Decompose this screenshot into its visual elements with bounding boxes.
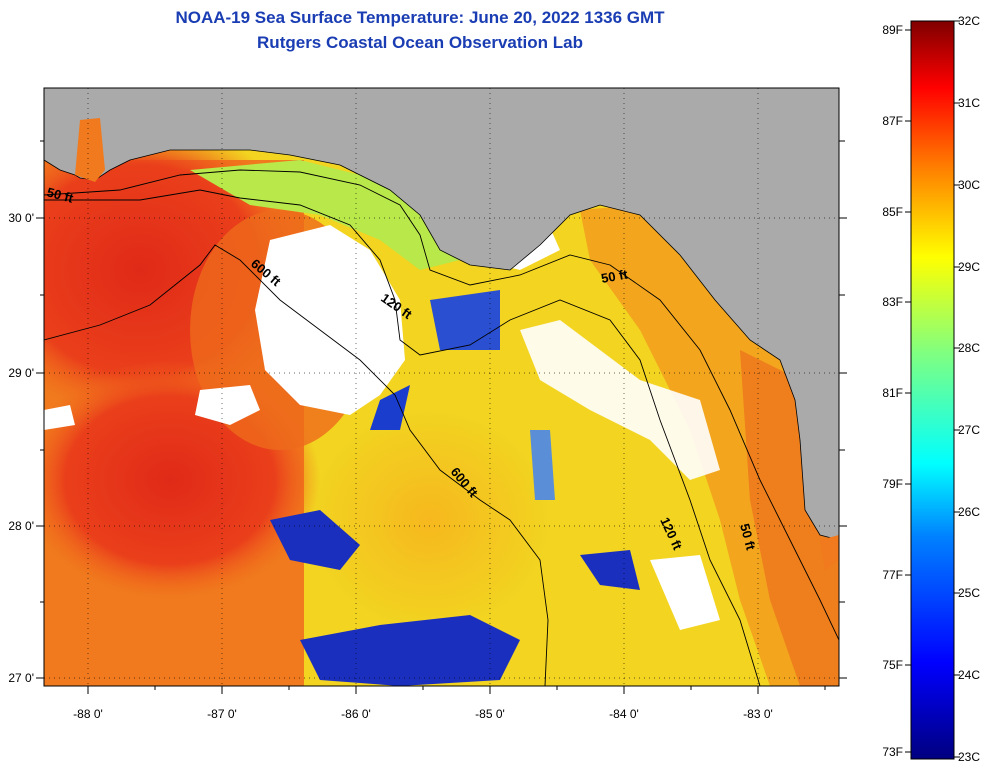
lon-label: -85 0' (475, 707, 505, 721)
cold-patch (270, 510, 360, 570)
lon-label: -83 0' (743, 707, 773, 721)
bay-inlet (820, 535, 839, 570)
contour-label: 50 ft (45, 184, 75, 206)
cold-patch (300, 615, 520, 686)
contour-label: 50 ft (737, 522, 759, 552)
lat-label: 30 0' (8, 211, 34, 225)
colorbar-fahrenheit-labels: 89F 87F 85F 83F 81F 79F 77F 75F 73F (882, 23, 903, 759)
bay-inlet (75, 118, 105, 182)
colorbar (910, 20, 955, 760)
cb-c-label: 32C (958, 14, 980, 28)
contour-50ft (44, 169, 839, 641)
lon-label: -86 0' (341, 707, 371, 721)
cb-f-label: 73F (882, 745, 903, 759)
cold-patch (430, 290, 500, 350)
contour-120ft (44, 189, 761, 686)
colorbar-ticks (905, 20, 960, 758)
cb-f-label: 79F (882, 477, 903, 491)
lat-label: 28 0' (8, 519, 34, 533)
mid-patch (310, 410, 550, 630)
cb-c-label: 23C (958, 750, 980, 764)
cloud-mask (195, 385, 260, 425)
axis-ticks (36, 140, 847, 694)
cb-c-label: 24C (958, 668, 980, 682)
bathymetry-contours (44, 169, 839, 686)
colorbar-celsius-labels: 32C 31C 30C 29C 28C 27C 26C 25C 24C 23C (958, 14, 980, 764)
lat-label: 29 0' (8, 366, 34, 380)
cb-c-label: 29C (958, 260, 980, 274)
contour-label: 50 ft (600, 266, 630, 286)
cb-c-label: 25C (958, 586, 980, 600)
cb-c-label: 28C (958, 341, 980, 355)
cloud-mask (44, 405, 75, 430)
plot-frame (43, 87, 840, 687)
cb-f-label: 77F (882, 568, 903, 582)
cb-f-label: 87F (882, 114, 903, 128)
cb-c-label: 27C (958, 423, 980, 437)
cb-c-label: 30C (958, 178, 980, 192)
lat-axis-labels: 30 0' 29 0' 28 0' 27 0' (8, 211, 34, 685)
map-title: NOAA-19 Sea Surface Temperature: June 20… (175, 8, 665, 27)
cold-patch (530, 430, 555, 500)
cloud-mask (650, 555, 720, 630)
cb-c-label: 31C (958, 96, 980, 110)
lon-label: -84 0' (609, 707, 639, 721)
cb-f-label: 81F (882, 386, 903, 400)
sst-field (44, 88, 839, 686)
lat-label: 27 0' (8, 671, 34, 685)
cb-c-label: 26C (958, 505, 980, 519)
cold-patch (370, 385, 410, 430)
cloud-mask (520, 320, 720, 480)
map-subtitle: Rutgers Coastal Ocean Observation Lab (257, 33, 583, 52)
lon-label: -87 0' (207, 707, 237, 721)
contour-600ft (44, 244, 549, 686)
lon-label: -88 0' (73, 707, 103, 721)
cb-f-label: 83F (882, 295, 903, 309)
lon-axis-labels: -88 0' -87 0' -86 0' -85 0' -84 0' -83 0… (73, 707, 773, 721)
cb-f-label: 89F (882, 23, 903, 37)
cb-f-label: 75F (882, 658, 903, 672)
land-mass (44, 88, 839, 541)
cb-f-label: 85F (882, 205, 903, 219)
cold-patch (580, 550, 640, 590)
